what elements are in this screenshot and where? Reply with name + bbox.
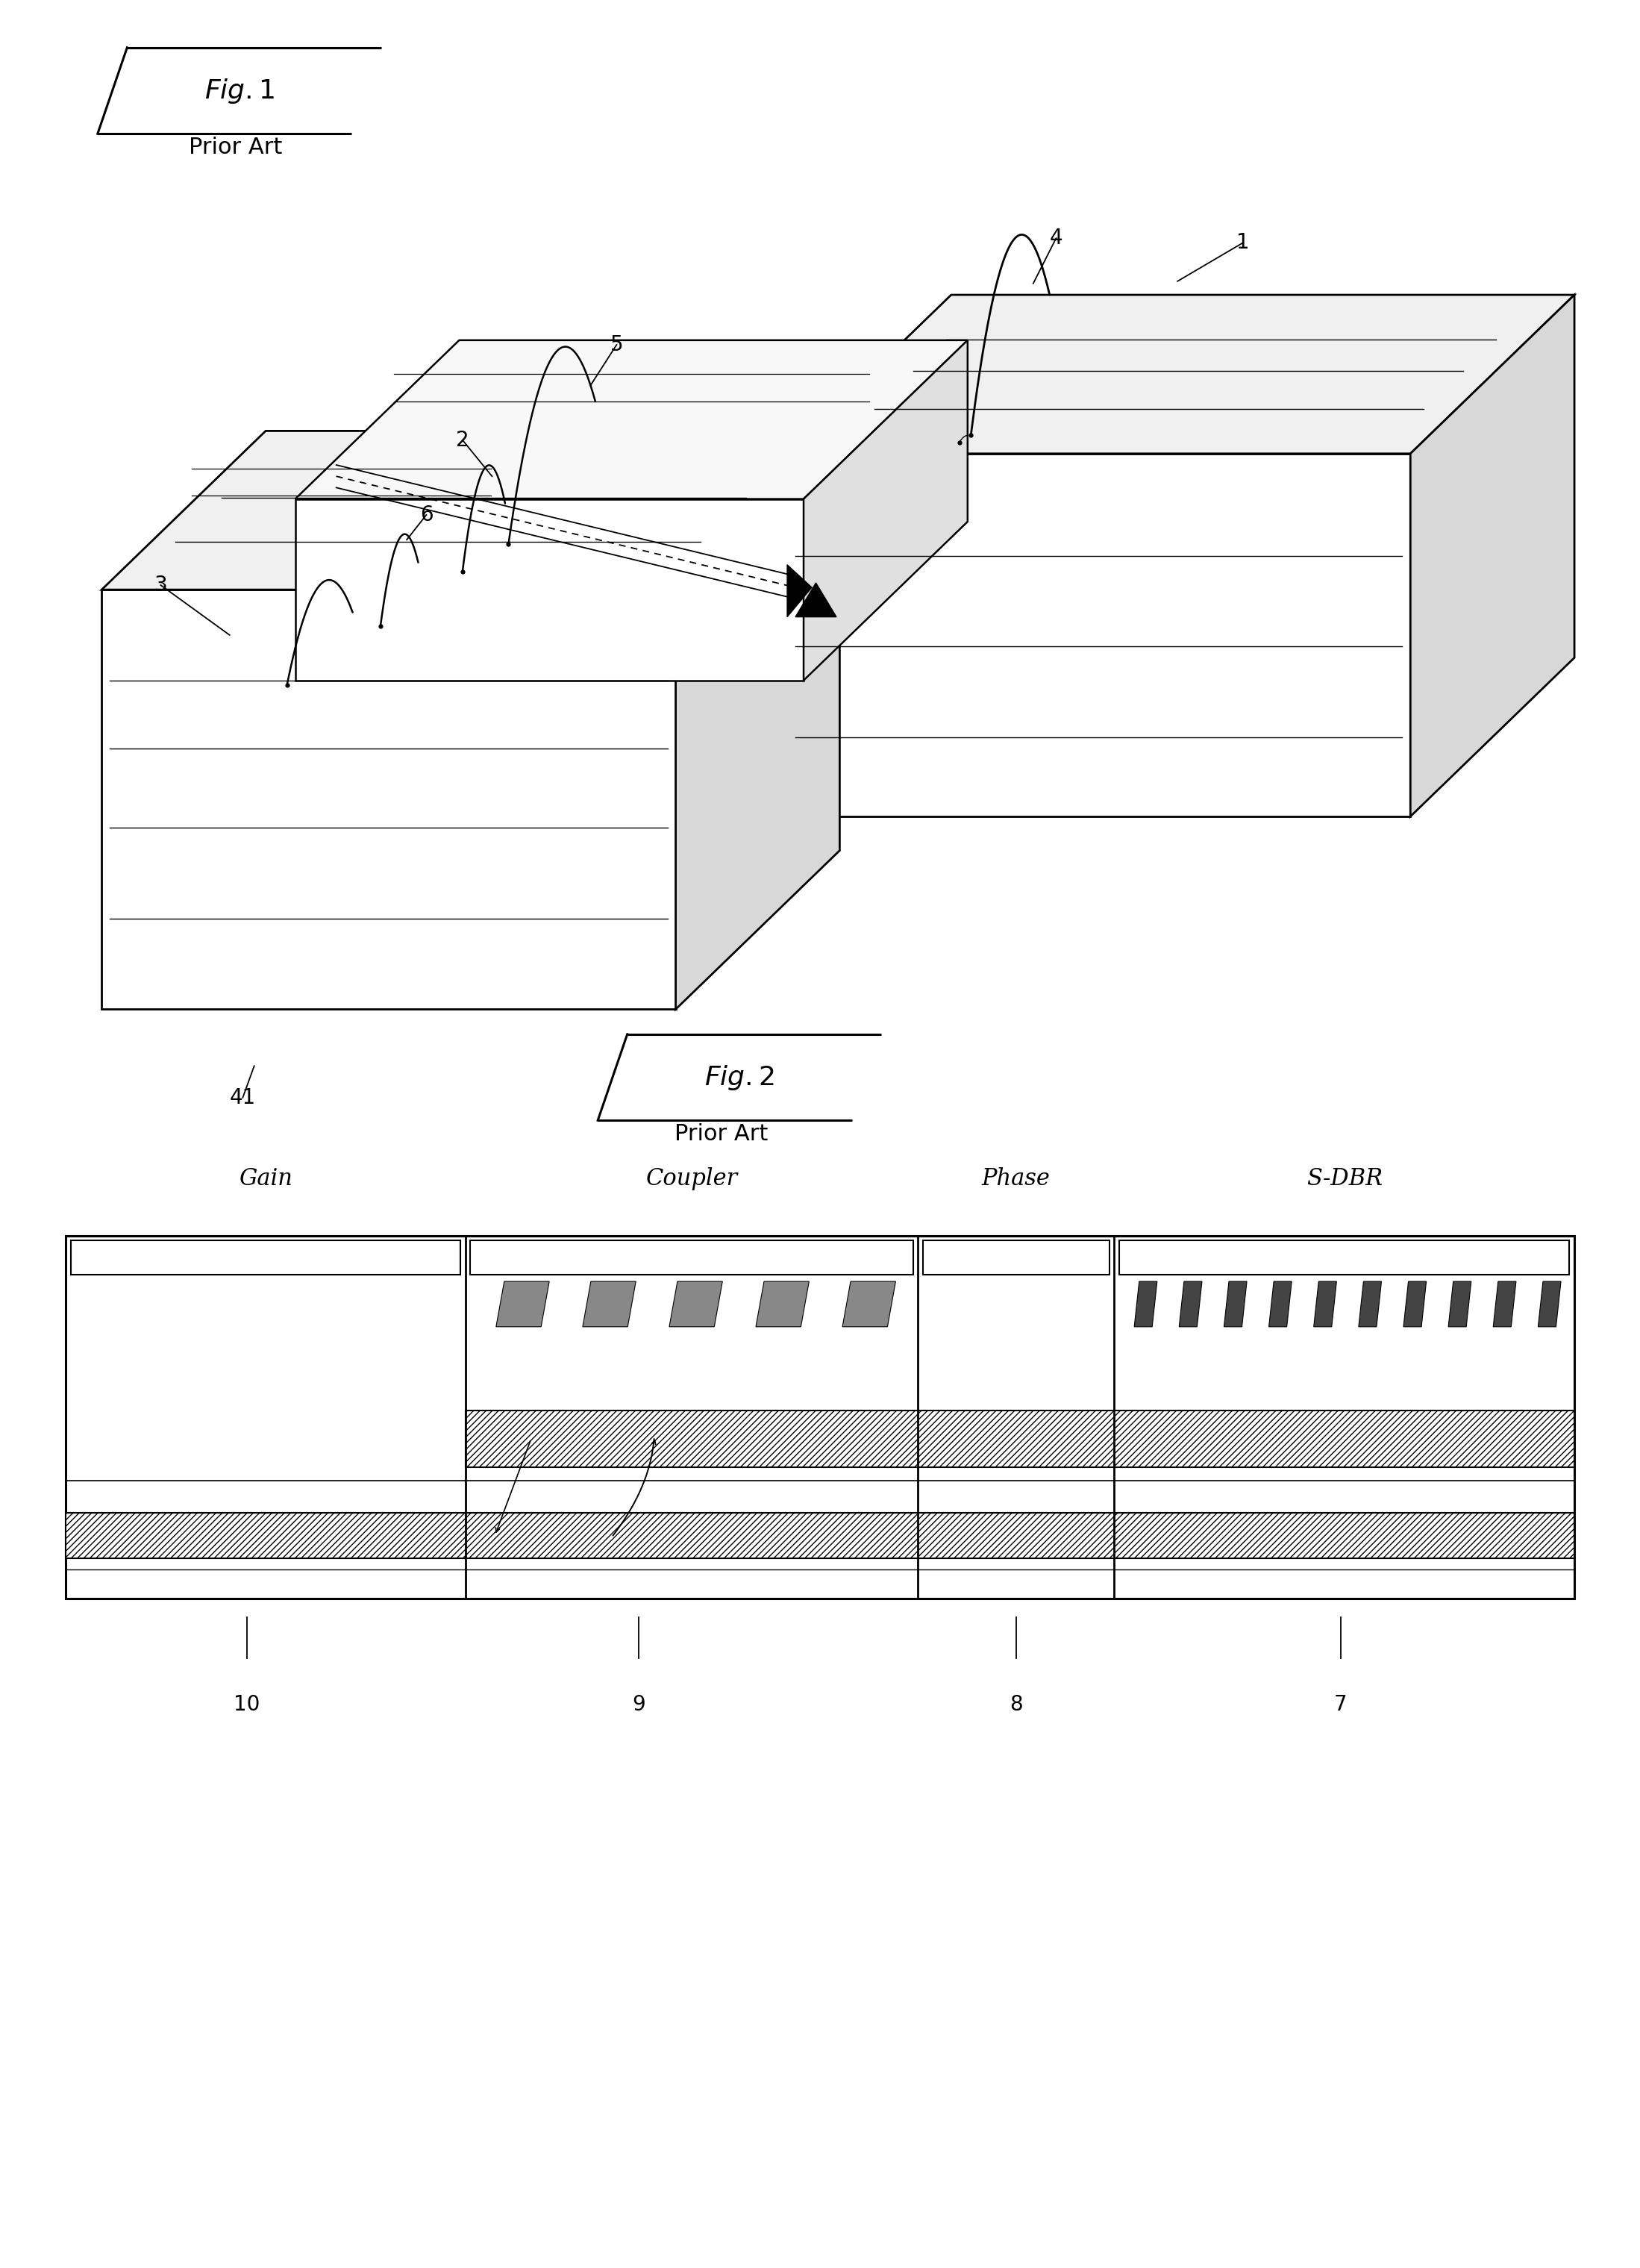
Bar xyxy=(66,1236,1574,1599)
Bar xyxy=(1118,1241,1569,1275)
Polygon shape xyxy=(1410,295,1574,816)
Bar xyxy=(66,1513,1574,1558)
Polygon shape xyxy=(495,1281,549,1327)
Text: S-DBR: S-DBR xyxy=(1305,1168,1383,1191)
Polygon shape xyxy=(1269,1281,1292,1327)
Text: Prior Art: Prior Art xyxy=(189,136,282,159)
Text: 9: 9 xyxy=(633,1694,646,1715)
Polygon shape xyxy=(1538,1281,1561,1327)
Text: 6: 6 xyxy=(420,503,433,526)
Polygon shape xyxy=(787,565,812,617)
Text: 5: 5 xyxy=(610,333,623,356)
Polygon shape xyxy=(1179,1281,1202,1327)
Text: 8: 8 xyxy=(1010,1694,1023,1715)
Bar xyxy=(71,1241,461,1275)
Polygon shape xyxy=(804,340,968,680)
Polygon shape xyxy=(1135,1281,1158,1327)
Bar xyxy=(466,1411,1574,1467)
Polygon shape xyxy=(1223,1281,1246,1327)
Polygon shape xyxy=(787,295,1574,454)
Text: Phase: Phase xyxy=(982,1168,1050,1191)
Text: $\mathit{Fig.1}$: $\mathit{Fig.1}$ xyxy=(205,77,274,104)
Polygon shape xyxy=(756,1281,809,1327)
Polygon shape xyxy=(102,590,676,1009)
Text: 1: 1 xyxy=(1237,231,1250,254)
Text: 4: 4 xyxy=(1050,227,1063,249)
Polygon shape xyxy=(669,1281,723,1327)
Polygon shape xyxy=(102,431,840,590)
Polygon shape xyxy=(1404,1281,1427,1327)
Bar xyxy=(471,1241,913,1275)
Polygon shape xyxy=(582,1281,636,1327)
Polygon shape xyxy=(295,340,968,499)
Text: 41: 41 xyxy=(230,1086,256,1109)
Polygon shape xyxy=(1448,1281,1471,1327)
Text: 2: 2 xyxy=(456,429,469,451)
Text: Coupler: Coupler xyxy=(646,1168,738,1191)
Text: $\mathit{Fig.2}$: $\mathit{Fig.2}$ xyxy=(705,1064,774,1091)
Polygon shape xyxy=(1358,1281,1381,1327)
Text: 7: 7 xyxy=(1333,1694,1346,1715)
Polygon shape xyxy=(295,499,804,680)
Polygon shape xyxy=(843,1281,895,1327)
Text: Prior Art: Prior Art xyxy=(674,1123,769,1145)
Text: 3: 3 xyxy=(154,574,167,596)
Bar xyxy=(923,1241,1109,1275)
Polygon shape xyxy=(1314,1281,1337,1327)
Polygon shape xyxy=(1492,1281,1515,1327)
Polygon shape xyxy=(795,583,836,617)
Text: Gain: Gain xyxy=(239,1168,292,1191)
Polygon shape xyxy=(676,431,840,1009)
Polygon shape xyxy=(787,454,1410,816)
Text: 10: 10 xyxy=(233,1694,259,1715)
